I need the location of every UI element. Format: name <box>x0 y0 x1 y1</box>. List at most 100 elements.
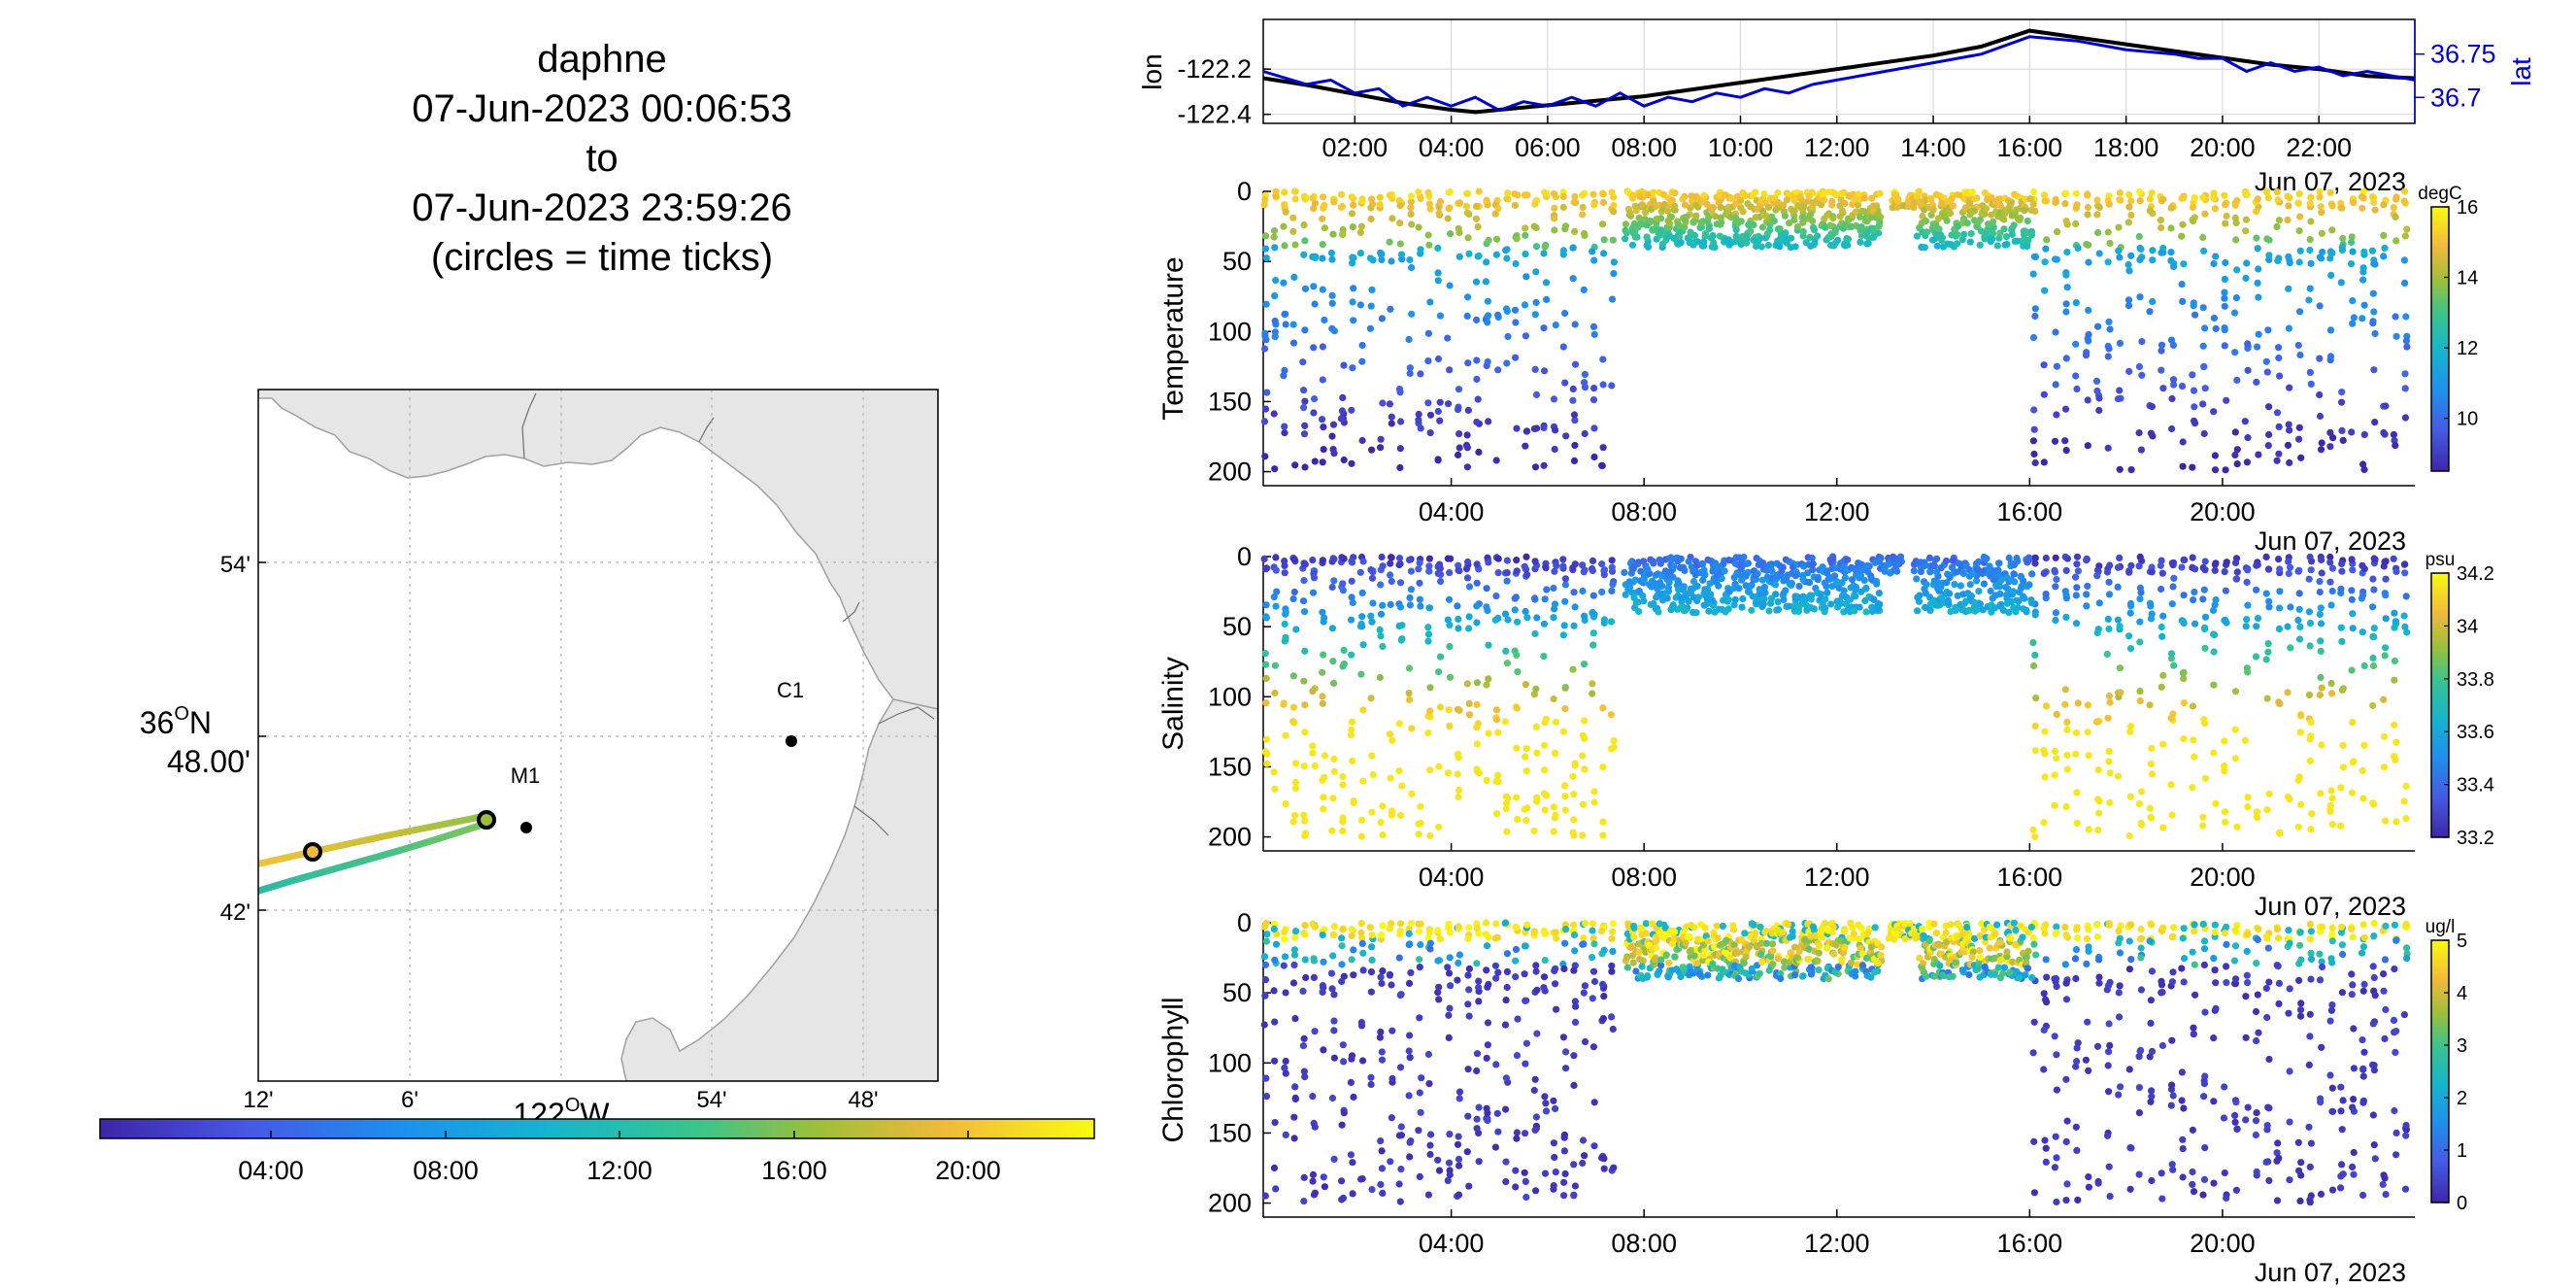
temperature-point <box>1571 441 1579 450</box>
chlorophyll-point <box>2337 923 2346 931</box>
chlorophyll-point <box>2191 928 2198 935</box>
salinity-point <box>2307 566 2315 574</box>
temperature-point <box>1301 237 1309 245</box>
salinity-point <box>1957 582 1964 590</box>
temperature-point <box>2040 361 2048 369</box>
salinity-point <box>2051 747 2058 756</box>
salinity-point <box>1522 817 1530 825</box>
salinity-point <box>1860 576 1868 585</box>
chlorophyll-point <box>1426 939 1434 947</box>
temperature-point <box>2093 196 2101 204</box>
salinity-point <box>2042 591 2050 598</box>
salinity-point <box>1581 612 1589 620</box>
temperature-point <box>2178 383 2187 390</box>
salinity-point <box>1748 606 1756 614</box>
salinity-point <box>1541 766 1549 774</box>
temperature-point <box>2031 312 2039 321</box>
temperature-point <box>2255 293 2262 301</box>
salinity-point <box>2210 630 2218 638</box>
chlorophyll-point <box>1522 1130 1529 1137</box>
salinity-point <box>1561 705 1569 713</box>
temperature-colorbar-tick-label: 12 <box>2457 338 2478 359</box>
salinity-point <box>1407 586 1415 593</box>
temperature-point <box>2230 309 2239 317</box>
temperature-point <box>2062 300 2070 308</box>
temperature-point <box>2127 252 2135 259</box>
chlorophyll-point <box>1639 957 1647 965</box>
temperature-point <box>2316 390 2324 399</box>
temperature-point <box>1799 227 1807 235</box>
temperature-point <box>1948 195 1956 203</box>
temperature-point <box>2296 308 2304 316</box>
salinity-point <box>2382 615 2390 623</box>
chlorophyll-point <box>2052 1133 2059 1140</box>
chlorophyll-point <box>2062 1197 2070 1204</box>
temperature-point <box>2265 430 2273 439</box>
salinity-point <box>2158 623 2165 631</box>
salinity-point <box>2029 826 2037 833</box>
temperature-point <box>1339 393 1347 401</box>
chlorophyll-point <box>2350 1148 2358 1157</box>
chlorophyll-point <box>1522 1060 1529 1068</box>
salinity-point <box>2339 741 2347 750</box>
salinity-point <box>2391 676 2398 684</box>
chlorophyll-point <box>2053 1086 2060 1094</box>
temperature-point <box>2338 244 2346 252</box>
salinity-point <box>1446 722 1454 730</box>
salinity-point <box>2210 749 2218 757</box>
salinity-point <box>2276 829 2284 836</box>
salinity-point <box>2200 716 2208 724</box>
chlorophyll-point <box>2274 1139 2282 1147</box>
temperature-point <box>1860 194 1868 202</box>
temperature-point <box>1692 201 1700 209</box>
salinity-point <box>1513 567 1521 575</box>
salinity-point <box>1483 776 1490 785</box>
salinity-point <box>1791 572 1799 580</box>
temperature-point <box>1875 222 1883 230</box>
chlorophyll-point <box>1309 1093 1317 1101</box>
salinity-point <box>1881 567 1889 575</box>
temperature-point <box>1598 461 1606 470</box>
temperature-point <box>2317 254 2325 262</box>
temperature-point <box>2401 279 2409 287</box>
temperature-point <box>2200 247 2208 254</box>
chlorophyll-point <box>1657 962 1665 969</box>
chlorophyll-point <box>1484 1109 1491 1117</box>
temperature-point <box>1600 250 1608 257</box>
temperature-point <box>2149 256 2157 264</box>
chlorophyll-point <box>1350 946 1357 954</box>
temperature-point <box>2010 221 2018 229</box>
temperature-point <box>2158 249 2165 256</box>
salinity-point <box>2285 558 2292 565</box>
salinity-point <box>1806 579 1814 587</box>
salinity-point <box>2338 637 2346 646</box>
temperature-point <box>2359 460 2367 468</box>
chlorophyll-point <box>2231 927 2239 934</box>
temperature-point <box>1522 332 1529 340</box>
temperature-point <box>2200 362 2208 370</box>
chlorophyll-point <box>1512 1183 1520 1191</box>
temperature-point <box>1853 208 1860 216</box>
chlorophyll-point <box>1455 1088 1464 1096</box>
chlorophyll-point <box>2297 956 2305 964</box>
salinity-point <box>2073 560 2081 568</box>
temperature-point <box>2017 214 2024 222</box>
salinity-point <box>1406 601 1414 609</box>
temperature-point <box>1599 356 1607 363</box>
temperature-point <box>2275 217 2283 224</box>
salinity-point <box>1281 620 1288 628</box>
salinity-point <box>1358 613 1366 621</box>
salinity-point <box>1581 566 1589 574</box>
station-c1-label: C1 <box>777 678 804 702</box>
temperature-point <box>2264 442 2272 450</box>
chlorophyll-point <box>1608 967 1616 975</box>
salinity-point <box>1473 602 1481 610</box>
chlorophyll-point <box>1291 933 1299 941</box>
salinity-point <box>2244 566 2252 574</box>
temperature-point <box>2305 296 2313 304</box>
chlorophyll-point <box>2158 981 2166 989</box>
salinity-point <box>1292 760 1300 767</box>
temperature-point <box>2338 398 2346 406</box>
chlorophyll-point <box>1629 942 1637 950</box>
chlorophyll-point <box>1734 974 1743 983</box>
